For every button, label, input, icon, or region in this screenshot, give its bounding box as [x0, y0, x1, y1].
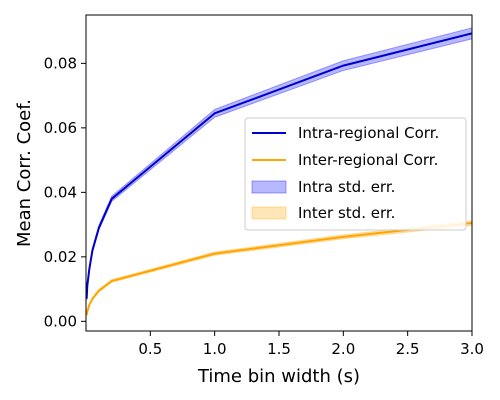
- series-line-1: [86, 221, 472, 316]
- x-tick-label: 0.5: [138, 340, 162, 358]
- x-tick-label: 2.5: [396, 340, 420, 358]
- y-tick-label: 0.04: [44, 183, 77, 201]
- y-tick-label: 0.02: [44, 248, 77, 266]
- legend-swatch-intra-band: [251, 180, 287, 194]
- legend-label-inter-band: Inter std. err.: [298, 204, 395, 222]
- x-tick-label: 1.0: [203, 340, 227, 358]
- x-tick-label: 1.5: [267, 340, 291, 358]
- y-tick-label: 0.00: [44, 312, 77, 330]
- x-axis-label: Time bin width (s): [197, 366, 360, 387]
- legend-swatch-inter-band: [251, 206, 287, 220]
- y-tick-label: 0.08: [44, 54, 77, 72]
- legend-label-intra-band: Intra std. err.: [298, 178, 395, 196]
- y-tick-label: 0.06: [44, 119, 77, 137]
- legend-label-intra-line: Intra-regional Corr.: [298, 124, 439, 142]
- legend: Intra-regional Corr. Inter-regional Corr…: [244, 117, 467, 231]
- x-axis: 0.5 1.0 1.5 2.0 2.5 3.0: [138, 331, 484, 358]
- std-err-band-1: [86, 220, 472, 316]
- y-axis: 0.00 0.02 0.04 0.06 0.08: [44, 54, 86, 330]
- legend-box: [244, 117, 467, 231]
- legend-label-inter-line: Inter-regional Corr.: [298, 151, 438, 169]
- series-lines: [86, 32, 472, 316]
- series-line-0: [86, 32, 472, 299]
- x-tick-label: 2.0: [331, 340, 355, 358]
- x-tick-label: 3.0: [460, 340, 484, 358]
- y-axis-label: Mean Corr. Coef.: [14, 99, 35, 247]
